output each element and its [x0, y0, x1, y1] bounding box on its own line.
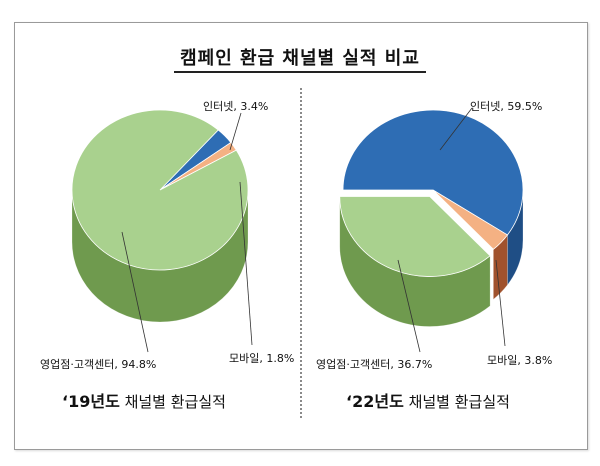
- caption-text-2019: 채널별 환급실적: [124, 393, 226, 411]
- caption-year-2022: ‘22년도: [346, 392, 404, 411]
- pie-slice-offline-1: [339, 196, 491, 277]
- leader-line-internet-2019: [229, 112, 242, 151]
- leader-line-offline-2022: [397, 259, 421, 353]
- caption-2019: ‘19년도 채널별 환급실적: [62, 388, 226, 412]
- slice-label-mobile-2019: 모바일, 1.8%: [229, 352, 295, 365]
- leader-line-offline-2019: [121, 231, 149, 353]
- slice-label-internet-2019: 인터넷, 3.4%: [203, 100, 269, 113]
- slice-label-offline-2019: 영업점·고객센터, 94.8%: [40, 358, 157, 371]
- pie-slice-mobile-1: [432, 189, 509, 250]
- chart-title: 캠페인 환급 채널별 실적 비교: [0, 44, 600, 73]
- leader-line-mobile-2019: [239, 181, 253, 346]
- pie-slice-internet-1: [342, 109, 524, 236]
- slice-label-offline-2022: 영업점·고객센터, 36.7%: [316, 358, 433, 371]
- caption-year-2019: ‘19년도: [62, 392, 120, 411]
- caption-text-2022: 채널별 환급실적: [408, 393, 510, 411]
- slice-label-internet-2022: 인터넷, 59.5%: [470, 100, 543, 113]
- leader-line-mobile-2022: [495, 259, 506, 347]
- leader-line-internet-2022: [439, 107, 473, 151]
- caption-2022: ‘22년도 채널별 환급실적: [346, 388, 510, 412]
- slice-label-mobile-2022: 모바일, 3.8%: [487, 354, 553, 367]
- panel-divider: [300, 88, 302, 418]
